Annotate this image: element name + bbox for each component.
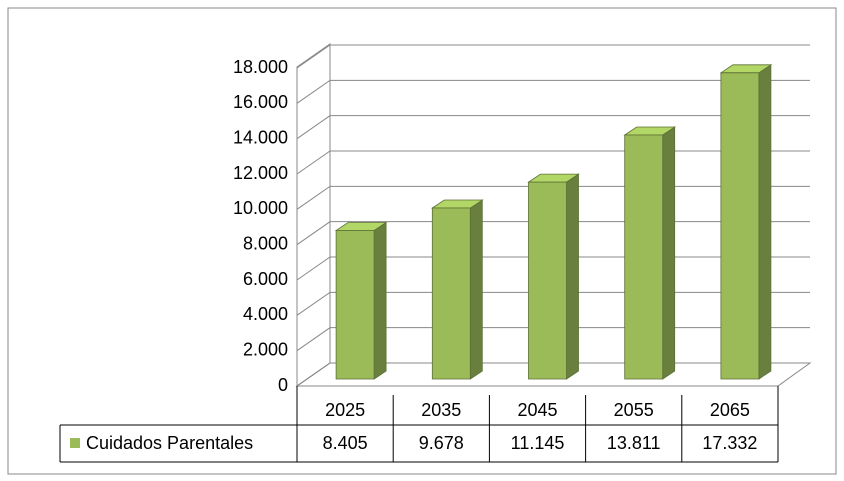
y-tick-label: 8.000 — [243, 233, 288, 253]
x-tick-label: 2025 — [325, 400, 365, 420]
y-tick-label: 18.000 — [233, 57, 288, 77]
grid-line — [296, 79, 810, 104]
bar-side — [566, 173, 579, 380]
bar-side — [662, 126, 676, 380]
table-value: 17.332 — [702, 433, 757, 453]
table-value: 9.678 — [419, 433, 464, 453]
bar-side — [469, 199, 483, 380]
grid-line — [296, 115, 810, 140]
bar-front — [431, 207, 471, 380]
y-tick-label: 4.000 — [243, 304, 288, 324]
bar-side — [373, 221, 387, 380]
bar — [334, 221, 388, 380]
bar — [430, 199, 484, 380]
legend-swatch — [70, 438, 80, 448]
bar — [623, 126, 677, 380]
bar-front — [720, 72, 760, 380]
x-tick-label: 2065 — [710, 400, 750, 420]
x-tick-label: 2035 — [421, 400, 461, 420]
table-value: 11.145 — [511, 433, 565, 453]
legend-label: Cuidados Parentales — [86, 433, 253, 453]
bar-front — [335, 230, 375, 380]
y-tick-label: 6.000 — [243, 269, 288, 289]
bar-front — [528, 181, 567, 380]
y-tick-label: 10.000 — [233, 198, 288, 218]
bar — [719, 64, 773, 380]
x-tick-label: 2045 — [517, 400, 557, 420]
x-tick-label: 2055 — [614, 400, 654, 420]
bar-side — [758, 64, 772, 380]
y-tick-label: 2.000 — [243, 339, 288, 359]
y-tick-label: 16.000 — [233, 92, 288, 112]
y-tick-label: 0 — [278, 375, 288, 395]
y-tick-label: 12.000 — [233, 163, 288, 183]
chart-frame — [7, 7, 837, 475]
bar-front — [624, 134, 664, 380]
table-value: 8.405 — [323, 433, 368, 453]
y-tick-label: 14.000 — [233, 127, 288, 147]
table-value: 13.811 — [607, 433, 661, 453]
grid-line — [296, 44, 810, 69]
bar — [527, 173, 580, 380]
